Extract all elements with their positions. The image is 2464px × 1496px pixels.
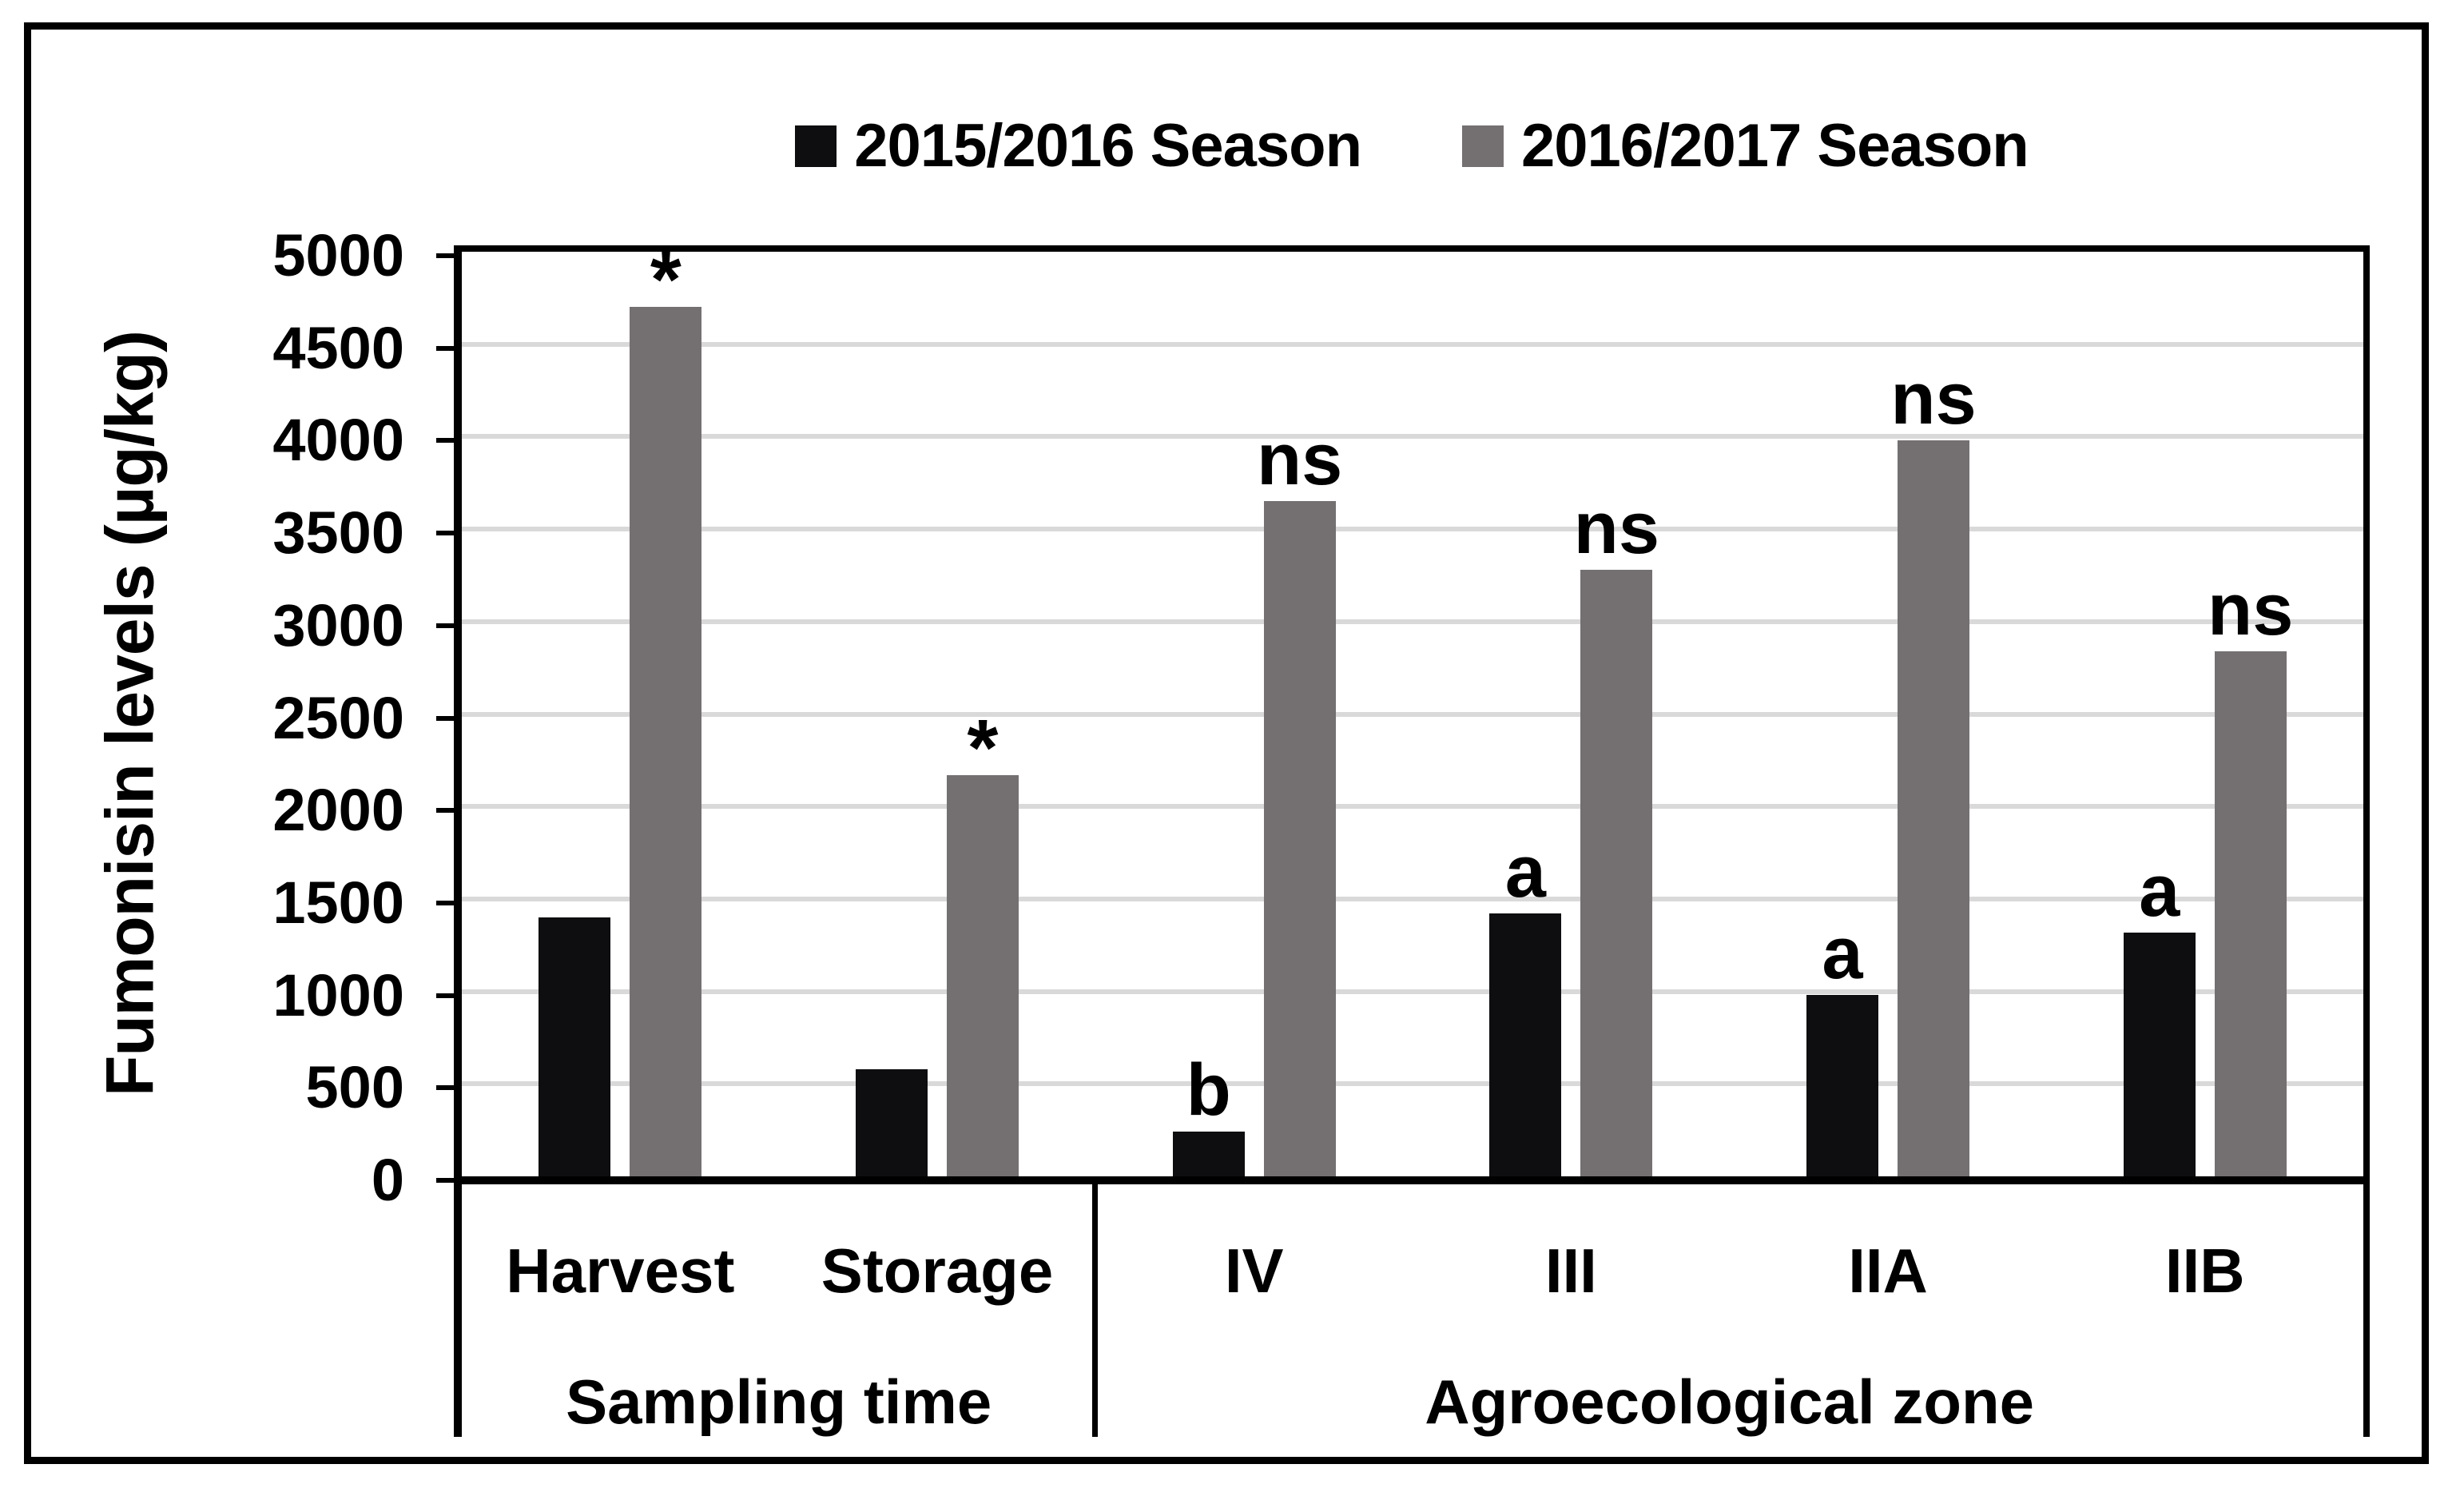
y-tick-label-4000: 4000 bbox=[272, 407, 404, 474]
gridline-2500 bbox=[462, 711, 2363, 717]
gridline-3500 bbox=[462, 527, 2363, 532]
bar-group-IV: b ns bbox=[1095, 252, 1413, 1176]
annotation-III-ns: ns bbox=[1573, 487, 1660, 570]
category-label-Storage: Storage bbox=[821, 1235, 1054, 1306]
annotation-Storage-star: * bbox=[967, 702, 999, 793]
bars-layer: * * b ns a ns a ns a ns bbox=[462, 240, 2363, 1176]
y-tick-label-3000: 3000 bbox=[272, 591, 404, 658]
bar-IIA-2016-2017-Season bbox=[1898, 440, 1970, 1176]
gridline-4000 bbox=[462, 434, 2363, 440]
y-tick-label-5000: 5000 bbox=[272, 222, 404, 288]
bar-Harvest-2016-2017-Season bbox=[630, 307, 702, 1176]
legend-swatch-2016-2017 bbox=[1462, 125, 1504, 167]
y-tick-mark-2000 bbox=[436, 808, 454, 814]
y-tick-label-0: 0 bbox=[371, 1147, 404, 1213]
y-tick-mark-1500 bbox=[436, 900, 454, 905]
bar-IIB-2016-2017-Season bbox=[2214, 651, 2287, 1176]
gridline-3000 bbox=[462, 619, 2363, 624]
category-label-Harvest: Harvest bbox=[506, 1235, 735, 1306]
gridline-500 bbox=[462, 1081, 2363, 1087]
gridline-1500 bbox=[462, 896, 2363, 901]
y-tick-label-1500: 1500 bbox=[272, 869, 404, 936]
y-tick-label-4500: 4500 bbox=[272, 314, 404, 381]
bar-Storage-2016-2017-Season bbox=[947, 774, 1019, 1176]
annotation-IIB-ns: ns bbox=[2208, 568, 2294, 651]
axis-divider-right bbox=[2363, 1184, 2370, 1437]
y-tick-mark-1000 bbox=[436, 993, 454, 998]
legend-swatch-2015-2016 bbox=[795, 125, 837, 167]
y-tick-label-3500: 3500 bbox=[272, 499, 404, 567]
y-tick-label-2500: 2500 bbox=[272, 684, 404, 751]
chart-legend: 2015/2016 Season 2016/2017 Season bbox=[454, 112, 2370, 181]
y-tick-mark-4500 bbox=[436, 345, 454, 351]
y-tick-label-500: 500 bbox=[305, 1054, 404, 1121]
legend-item-season-2015-2016: 2015/2016 Season bbox=[795, 112, 1362, 180]
gridline-2000 bbox=[462, 804, 2363, 810]
category-label-IIA: IIA bbox=[1848, 1235, 1928, 1306]
bar-IIA-2015-2016-Season bbox=[1806, 995, 1879, 1176]
gridline-1000 bbox=[462, 989, 2363, 994]
annotation-III-a: a bbox=[1504, 831, 1546, 913]
group-label-Sampling-time: Sampling time bbox=[566, 1367, 992, 1437]
y-tick-mark-500 bbox=[436, 1085, 454, 1091]
plot-area: * * b ns a ns a ns a ns bbox=[454, 240, 2370, 1184]
bar-group-Harvest: * bbox=[462, 240, 779, 1176]
bar-group-IIB: a ns bbox=[2046, 252, 2363, 1176]
bar-III-2015-2016-Season bbox=[1489, 913, 1562, 1176]
y-tick-mark-5000 bbox=[436, 253, 454, 258]
bar-Storage-2015-2016-Season bbox=[856, 1068, 928, 1176]
annotation-IIA-a: a bbox=[1822, 913, 1863, 995]
y-tick-label-1000: 1000 bbox=[272, 961, 404, 1028]
axis-divider-left bbox=[454, 1184, 462, 1437]
group-label-Agroecological-zone: Agroecological zone bbox=[1425, 1367, 2035, 1437]
category-label-IV: IV bbox=[1224, 1235, 1284, 1306]
category-label-IIB: IIB bbox=[2164, 1235, 2245, 1306]
bar-Harvest-2015-2016-Season bbox=[539, 917, 611, 1176]
y-tick-mark-3500 bbox=[436, 531, 454, 536]
y-tick-mark-2500 bbox=[436, 715, 454, 721]
y-tick-mark-0 bbox=[436, 1178, 454, 1183]
annotation-IIA-ns: ns bbox=[1890, 358, 1977, 440]
bar-IV-2015-2016-Season bbox=[1172, 1132, 1245, 1176]
bar-IV-2016-2017-Season bbox=[1263, 501, 1336, 1176]
y-tick-mark-4000 bbox=[436, 438, 454, 444]
category-label-row: Harvest Storage IV III IIA IIB bbox=[462, 1237, 2363, 1304]
axis-divider-middle bbox=[1092, 1184, 1099, 1437]
annotation-Harvest-star: * bbox=[650, 235, 682, 325]
y-tick-label-2000: 2000 bbox=[272, 777, 404, 844]
y-tick-mark-3000 bbox=[436, 623, 454, 628]
annotation-IIB-a: a bbox=[2139, 849, 2180, 932]
bar-group-IIA: a ns bbox=[1730, 252, 2047, 1176]
bar-group-Storage: * bbox=[779, 252, 1096, 1176]
legend-item-season-2016-2017: 2016/2017 Season bbox=[1462, 116, 2029, 177]
bar-IIB-2015-2016-Season bbox=[2123, 932, 2196, 1176]
annotation-IV-b: b bbox=[1186, 1049, 1231, 1132]
figure-border bbox=[24, 22, 2429, 1464]
category-label-III: III bbox=[1544, 1235, 1597, 1306]
legend-label-2016-2017: 2016/2017 Season bbox=[1521, 112, 2029, 180]
annotation-IV-ns: ns bbox=[1256, 419, 1343, 501]
gridline-4500 bbox=[462, 341, 2363, 347]
bar-group-III: a ns bbox=[1413, 252, 1730, 1176]
bar-III-2016-2017-Season bbox=[1580, 570, 1653, 1176]
legend-label-2015-2016: 2015/2016 Season bbox=[854, 112, 1362, 180]
